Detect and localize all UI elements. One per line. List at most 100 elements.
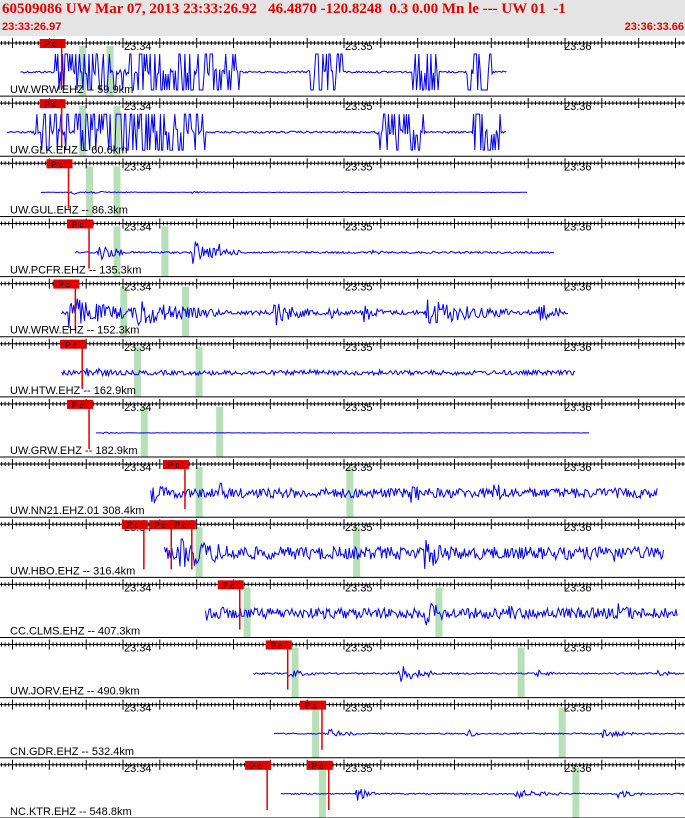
phase-pick-flag[interactable]	[299, 700, 326, 710]
phase-pick-flag[interactable]	[149, 520, 176, 530]
time-label: 23:36	[564, 41, 592, 53]
seismogram-panel[interactable]: 23:34 23:35 23:36 P c UW.WRW.EHZ -- 59.9km 23…	[0, 36, 685, 818]
analysis-window-marker	[572, 767, 580, 818]
seismic-waveform	[20, 53, 507, 91]
station-label: UW.GRW.EHZ -- 182.9km	[10, 445, 138, 457]
seismic-waveform	[41, 190, 528, 195]
time-label: 23:35	[345, 763, 373, 775]
seismic-waveform	[273, 728, 685, 738]
phase-pick-label: P c	[58, 281, 69, 290]
station-label: CC.CLMS.EHZ -- 407.3km	[10, 626, 140, 638]
phase-pick-label: P c	[72, 401, 83, 410]
trace-panel[interactable]: 23:34 23:35 23:36 P c CN.GDR.EHZ -- 532.4km	[0, 699, 685, 759]
phase-pick-label: P c	[305, 702, 316, 711]
seismic-waveform	[205, 602, 678, 626]
phase-pick-flag[interactable]	[67, 219, 94, 229]
trace-panel[interactable]: 23:34 23:35 23:36 P c UW.GLK.EHZ -- 60.6km	[0, 98, 685, 157]
phase-pick-flag[interactable]	[169, 520, 196, 530]
time-label: 23:36	[564, 342, 592, 354]
time-label: 23:35	[345, 221, 373, 233]
analysis-window-marker	[86, 166, 93, 217]
time-label: 23:35	[345, 582, 373, 594]
station-label: UW.WRW.EHZ -- 152.3km	[10, 325, 139, 337]
phase-pick-flag[interactable]	[46, 159, 73, 169]
time-label: 23:36	[564, 703, 592, 715]
time-label: 23:35	[345, 703, 373, 715]
trace-panel[interactable]: 23:34 23:35 23:36 P c UW.HTW.EHZ -- 162.9km	[0, 338, 685, 398]
phase-pick-flag[interactable]	[306, 760, 333, 770]
phase-pick-label: P c	[223, 581, 234, 590]
station-label: UW.HBO.EHZ -- 316.4km	[10, 565, 135, 577]
station-label: NC.KTR.EHZ -- 548.8km	[10, 806, 132, 818]
time-label: 23:34	[124, 402, 152, 414]
phase-pick-flag[interactable]	[162, 460, 189, 470]
phase-pick-label: P c	[127, 521, 138, 530]
seismic-waveform	[6, 113, 507, 151]
time-label: 23:36	[564, 221, 592, 233]
time-label: 23:36	[564, 161, 592, 173]
time-label: 23:36	[564, 763, 592, 775]
time-label: 23:34	[124, 282, 152, 294]
analysis-window-marker	[113, 106, 121, 157]
station-label: UW.WRW.EHZ -- 59.9km	[10, 84, 133, 96]
analysis-window-marker	[318, 767, 326, 818]
phase-pick-label: P c	[45, 40, 56, 49]
analysis-window-marker	[312, 707, 320, 758]
trace-panel[interactable]: 23:34 23:35 23:36 P c UW.WRW.EHZ -- 152.3km	[0, 278, 685, 338]
phase-pick-label: P c	[45, 100, 56, 109]
station-label: UW.PCFR.EHZ -- 135.3km	[10, 265, 141, 277]
seismic-waveform	[61, 367, 576, 378]
time-label: 23:34	[124, 703, 152, 715]
phase-pick-label: P c	[271, 642, 282, 651]
time-label: 23:36	[564, 582, 592, 594]
time-label: 23:35	[345, 342, 373, 354]
trace-panel[interactable]: 23:34 23:35 23:36 P c UW.PCFR.EHZ -- 135.3km	[0, 218, 685, 278]
trace-panel[interactable]: 23:34 23:35 23:36 P c UW.NN21.EHZ.01 308.4km	[0, 459, 685, 518]
time-label: 23:36	[564, 462, 592, 474]
station-label: CN.GDR.EHZ -- 532.4km	[10, 746, 134, 758]
trace-panel[interactable]: 23:34 23:35 23:36 P c P c NC.KTR.EHZ -- 548.8…	[0, 759, 685, 818]
time-label: 23:35	[345, 462, 373, 474]
phase-pick-flag[interactable]	[265, 640, 292, 650]
time-label: 23:35	[345, 41, 373, 53]
phase-pick-label: P c	[72, 220, 83, 229]
phase-pick-label: P c	[312, 762, 323, 771]
trace-panel[interactable]: 23:34 23:35 23:36 P c UW.JORV.EHZ -- 490.9km	[0, 639, 685, 699]
end-time-label: 23:36:33.66	[624, 21, 684, 33]
trace-panel[interactable]: 23:34 23:35 23:36 P c UW.GRW.EHZ -- 182.9km	[0, 398, 685, 458]
time-label: 23:34	[124, 763, 152, 775]
phase-pick-flag[interactable]	[217, 580, 244, 590]
phase-pick-label: P c	[154, 521, 165, 530]
trace-panel[interactable]: 23:34 23:35 23:36 P c UW.GUL.EHZ -- 86.3km	[0, 158, 685, 217]
phase-pick-flag[interactable]	[53, 279, 80, 289]
seismic-waveform	[163, 538, 665, 570]
analysis-window-marker	[79, 46, 87, 97]
phase-pick-label: P c	[52, 160, 63, 169]
phase-pick-flag[interactable]	[39, 99, 66, 109]
analysis-window-marker	[216, 406, 224, 458]
event-title: 60509086 UW Mar 07, 2013 23:33:26.92 46.…	[2, 1, 566, 17]
event-header: 60509086 UW Mar 07, 2013 23:33:26.92 46.…	[0, 0, 685, 36]
time-label: 23:34	[124, 221, 152, 233]
time-label: 23:36	[564, 402, 592, 414]
time-label: 23:36	[564, 522, 592, 534]
trace-panel[interactable]: 23:34 23:35 23:36 P c CC.CLMS.EHZ -- 407.3km	[0, 579, 685, 638]
phase-pick-flag[interactable]	[39, 39, 66, 48]
analysis-window-marker	[140, 406, 148, 458]
seismic-waveform	[280, 789, 685, 801]
time-label: 23:34	[124, 582, 152, 594]
time-label: 23:34	[124, 342, 152, 354]
station-label: UW.GUL.EHZ -- 86.3km	[10, 204, 128, 216]
seismic-waveform	[74, 241, 555, 264]
phase-pick-flag[interactable]	[67, 399, 94, 409]
time-label: 23:35	[345, 402, 373, 414]
station-label: UW.HTW.EHZ -- 162.9km	[10, 385, 136, 397]
phase-pick-flag[interactable]	[121, 520, 148, 530]
time-label: 23:34	[124, 161, 152, 173]
time-label: 23:34	[124, 101, 152, 113]
phase-pick-flag[interactable]	[245, 760, 272, 770]
time-label: 23:36	[564, 101, 592, 113]
phase-pick-flag[interactable]	[60, 339, 87, 349]
trace-panel[interactable]: 23:34 23:35 23:36 P c UW.WRW.EHZ -- 59.9km	[0, 38, 685, 97]
